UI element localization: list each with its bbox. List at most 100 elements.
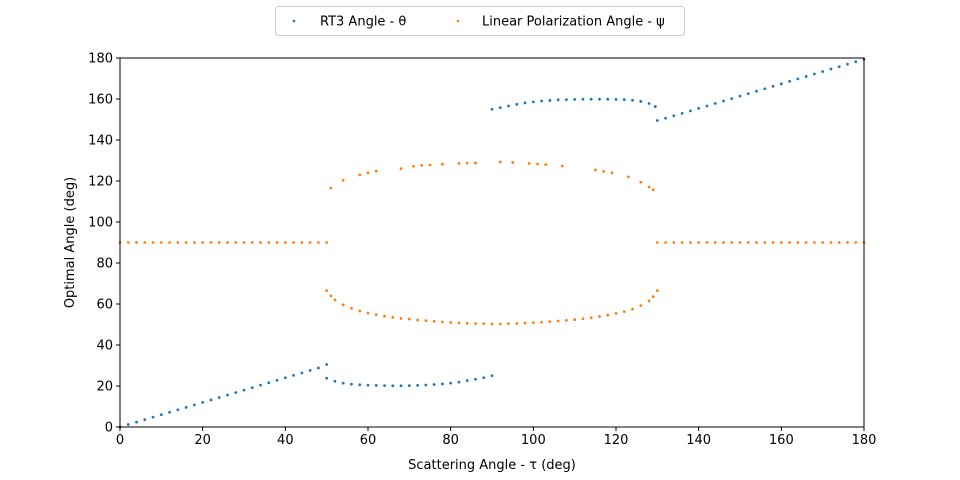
data-point — [498, 160, 502, 164]
data-point — [300, 241, 304, 244]
data-point — [292, 241, 295, 244]
data-point — [407, 317, 411, 321]
data-point — [201, 401, 205, 404]
data-point — [267, 381, 271, 385]
data-point — [143, 418, 147, 422]
data-point — [399, 167, 403, 171]
data-point — [498, 106, 502, 110]
x-tick-label: 140 — [686, 433, 711, 448]
data-point — [680, 241, 684, 244]
data-point — [391, 315, 395, 319]
data-point — [308, 241, 312, 244]
data-point — [730, 241, 734, 244]
data-point — [457, 161, 461, 165]
data-point — [581, 317, 585, 321]
data-point — [209, 398, 213, 402]
data-point — [647, 185, 651, 189]
data-point — [515, 322, 519, 325]
data-point — [176, 408, 180, 412]
data-point — [151, 241, 155, 244]
data-point — [602, 169, 605, 173]
data-point — [184, 405, 188, 409]
data-point — [627, 175, 630, 179]
data-points — [118, 57, 866, 429]
data-point — [763, 87, 767, 91]
data-point — [722, 99, 725, 103]
data-point — [242, 241, 246, 244]
data-point — [234, 391, 238, 394]
data-point — [441, 382, 444, 386]
x-tick-label: 180 — [852, 433, 877, 448]
data-point — [350, 306, 353, 310]
data-point — [159, 413, 163, 417]
data-point — [465, 161, 469, 165]
data-point — [565, 98, 568, 102]
data-point — [366, 171, 370, 175]
data-point — [474, 377, 477, 381]
data-point — [647, 299, 651, 303]
data-point — [639, 304, 643, 308]
data-point — [259, 383, 262, 387]
data-point — [631, 98, 634, 102]
data-point — [209, 241, 213, 244]
data-point — [523, 101, 527, 105]
data-point — [639, 100, 643, 103]
data-point — [655, 241, 659, 244]
data-point — [449, 381, 453, 385]
data-point — [697, 241, 701, 244]
data-point — [407, 384, 411, 387]
data-point — [788, 79, 791, 83]
data-point — [610, 171, 614, 175]
data-point — [788, 241, 791, 244]
y-tick-label: 180 — [88, 52, 113, 67]
data-point — [300, 371, 304, 375]
y-tick-label: 60 — [96, 298, 113, 313]
data-point — [565, 319, 568, 322]
data-point — [412, 164, 415, 168]
y-axis-label: Optimal Angle (deg) — [63, 177, 78, 308]
data-point — [705, 104, 709, 108]
data-point — [374, 313, 378, 317]
data-point — [325, 289, 329, 293]
data-point — [333, 298, 337, 302]
y-tick-label: 40 — [96, 339, 113, 354]
data-point — [614, 312, 618, 315]
data-point — [193, 403, 196, 407]
data-point — [474, 161, 477, 165]
data-point — [556, 98, 560, 102]
data-point — [441, 162, 444, 166]
data-point — [622, 310, 626, 313]
x-axis: 0 20 40 60 80 100 120 140 160 180 — [116, 427, 877, 448]
data-point — [771, 241, 775, 244]
data-point — [531, 100, 535, 104]
data-point — [135, 420, 138, 424]
data-point — [420, 164, 424, 167]
data-point — [151, 415, 155, 419]
data-point — [854, 60, 858, 64]
data-point — [341, 381, 345, 385]
data-point — [829, 67, 833, 71]
x-tick-label: 20 — [194, 433, 211, 448]
data-point — [653, 105, 657, 108]
data-point — [746, 241, 750, 244]
data-point — [317, 241, 320, 244]
data-point — [507, 322, 510, 326]
data-point — [374, 169, 378, 173]
data-point — [176, 241, 180, 244]
data-point — [598, 97, 601, 101]
data-point — [482, 376, 486, 379]
data-point — [184, 241, 188, 244]
data-point — [544, 163, 548, 167]
data-point — [308, 369, 312, 372]
data-point — [730, 97, 734, 100]
data-point — [560, 164, 564, 168]
data-point — [250, 241, 254, 244]
data-point — [143, 241, 147, 244]
data-point — [854, 241, 858, 244]
data-point — [465, 379, 469, 383]
data-point — [651, 295, 655, 299]
data-point — [242, 388, 246, 392]
data-point — [573, 318, 577, 321]
data-point — [358, 309, 362, 313]
